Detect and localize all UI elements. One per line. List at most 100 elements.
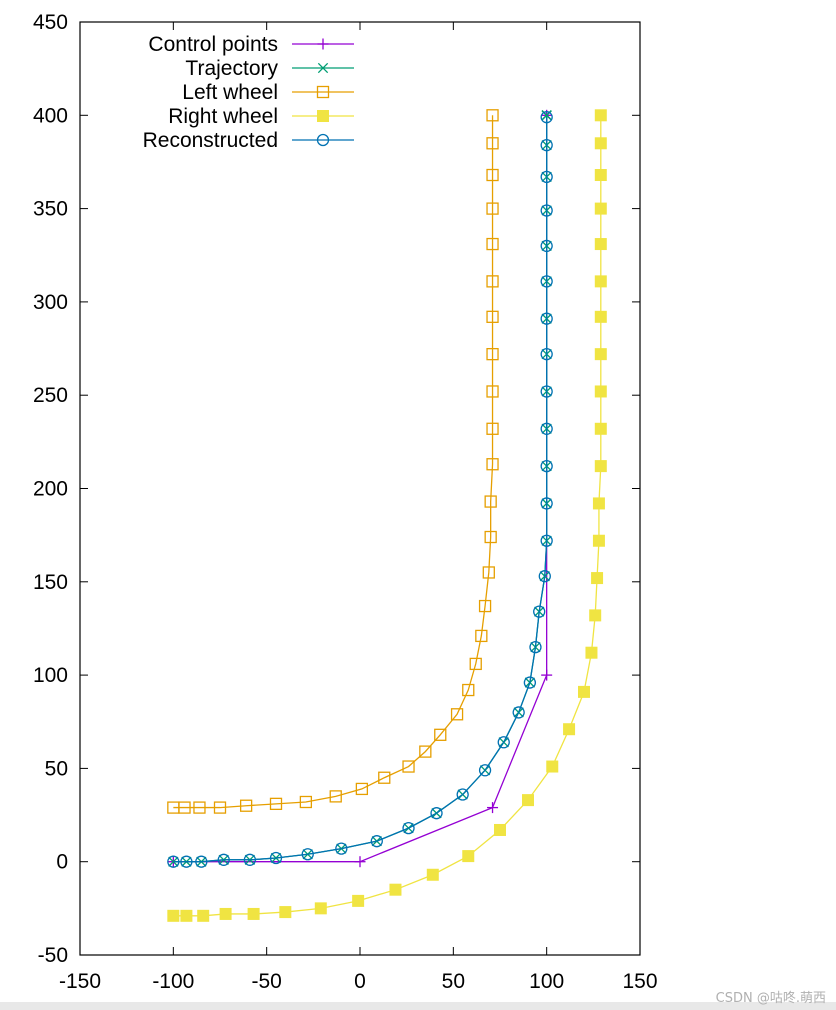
y-tick-label: 150 bbox=[33, 571, 68, 594]
data-point-right-wheel bbox=[594, 310, 607, 323]
data-point-reconstructed bbox=[402, 821, 415, 835]
data-point-reconstructed bbox=[540, 347, 553, 361]
watermark: CSDN @咕咚.萌西 bbox=[715, 991, 826, 1006]
data-point-left-wheel bbox=[482, 566, 495, 579]
data-point-right-wheel bbox=[594, 238, 607, 251]
data-point-left-wheel bbox=[486, 109, 499, 122]
legend-entry-control-points: Control points bbox=[148, 33, 354, 56]
series-line-trajectory bbox=[173, 115, 548, 863]
legend-label: Reconstructed bbox=[143, 129, 278, 152]
data-point-reconstructed bbox=[430, 807, 443, 820]
y-tick-label: 450 bbox=[33, 11, 68, 34]
data-point-reconstructed bbox=[456, 788, 469, 801]
data-point-reconstructed bbox=[538, 570, 551, 583]
legend-entry-right-wheel: Right wheel bbox=[168, 105, 354, 128]
series-control-points bbox=[167, 109, 553, 868]
data-point-left-wheel bbox=[402, 760, 415, 773]
x-tick-label: -100 bbox=[152, 970, 194, 993]
data-point-left-wheel bbox=[486, 385, 499, 398]
data-point-left-wheel bbox=[450, 708, 464, 721]
series-line-left-wheel bbox=[173, 115, 494, 809]
data-point-reconstructed bbox=[497, 736, 510, 749]
legend-label: Control points bbox=[148, 33, 278, 56]
data-point-reconstructed bbox=[301, 848, 314, 861]
series-line-right-wheel bbox=[173, 115, 602, 917]
data-point-left-wheel bbox=[486, 137, 499, 150]
data-point-right-wheel bbox=[197, 909, 210, 922]
data-point-reconstructed bbox=[540, 459, 553, 473]
y-tick-label: 350 bbox=[33, 198, 68, 221]
data-point-right-wheel bbox=[594, 137, 607, 150]
data-point-left-wheel bbox=[299, 795, 313, 809]
bottom-strip bbox=[0, 1002, 836, 1010]
data-point-control-points bbox=[541, 669, 553, 681]
data-point-right-wheel bbox=[314, 902, 327, 915]
legend-entry-trajectory: Trajectory bbox=[185, 57, 354, 80]
legend-marker bbox=[316, 133, 330, 147]
x-tick-label: 50 bbox=[442, 970, 465, 993]
data-point-reconstructed bbox=[540, 170, 553, 184]
data-point-reconstructed bbox=[243, 853, 257, 866]
data-point-reconstructed bbox=[217, 853, 230, 866]
data-point-left-wheel bbox=[462, 683, 475, 697]
data-point-reconstructed bbox=[540, 204, 553, 217]
data-point-right-wheel bbox=[594, 275, 607, 288]
data-point-right-wheel bbox=[279, 906, 292, 919]
series-layer bbox=[167, 109, 607, 922]
data-point-left-wheel bbox=[486, 168, 499, 182]
series-right-wheel bbox=[167, 109, 607, 922]
data-point-right-wheel bbox=[546, 760, 559, 773]
x-tick-label: 150 bbox=[622, 970, 657, 993]
data-point-reconstructed bbox=[478, 764, 492, 777]
data-point-left-wheel bbox=[486, 237, 499, 251]
data-point-left-wheel bbox=[486, 202, 499, 215]
data-point-reconstructed bbox=[540, 534, 553, 547]
series-trajectory bbox=[168, 110, 552, 867]
data-point-right-wheel bbox=[563, 723, 576, 736]
data-point-right-wheel bbox=[591, 572, 604, 585]
data-point-left-wheel bbox=[469, 657, 482, 671]
data-point-left-wheel bbox=[486, 275, 499, 288]
data-point-right-wheel bbox=[219, 907, 232, 920]
data-point-right-wheel bbox=[594, 348, 607, 361]
data-point-reconstructed bbox=[335, 842, 348, 855]
data-point-right-wheel bbox=[522, 794, 534, 807]
tick-marks bbox=[79, 21, 641, 956]
data-point-left-wheel bbox=[193, 801, 206, 814]
data-point-left-wheel bbox=[434, 728, 447, 741]
y-tick-label: 300 bbox=[33, 291, 68, 314]
y-tick-label: 100 bbox=[33, 664, 68, 687]
x-tick-label: -150 bbox=[59, 970, 101, 993]
legend-label: Right wheel bbox=[168, 105, 278, 128]
data-point-right-wheel bbox=[352, 894, 365, 907]
data-point-right-wheel bbox=[167, 909, 180, 922]
data-point-left-wheel bbox=[486, 347, 499, 361]
y-tick-label: 50 bbox=[45, 757, 68, 780]
data-point-right-wheel bbox=[494, 823, 506, 836]
y-tick-label: 0 bbox=[56, 851, 68, 874]
data-point-left-wheel bbox=[355, 782, 369, 796]
data-point-control-points bbox=[487, 802, 499, 814]
legend-marker bbox=[317, 38, 329, 50]
y-tick-label: 200 bbox=[33, 478, 68, 501]
legend-marker bbox=[317, 62, 329, 74]
data-point-left-wheel bbox=[239, 799, 253, 812]
data-point-reconstructed bbox=[180, 855, 193, 868]
data-point-right-wheel bbox=[247, 907, 260, 920]
data-point-right-wheel bbox=[594, 202, 607, 215]
data-point-left-wheel bbox=[478, 599, 492, 613]
data-point-reconstructed bbox=[195, 855, 208, 868]
data-point-left-wheel bbox=[484, 530, 497, 544]
data-point-reconstructed bbox=[540, 385, 553, 398]
series-reconstructed bbox=[167, 111, 553, 868]
x-tick-label: 100 bbox=[529, 970, 564, 993]
data-point-left-wheel bbox=[178, 801, 191, 814]
data-point-right-wheel bbox=[578, 685, 590, 698]
data-point-right-wheel bbox=[462, 850, 475, 863]
data-point-right-wheel bbox=[592, 497, 605, 510]
data-point-right-wheel bbox=[592, 534, 605, 547]
data-point-reconstructed bbox=[529, 640, 542, 654]
plot-border bbox=[79, 21, 641, 956]
y-tick-label: 250 bbox=[33, 384, 68, 407]
